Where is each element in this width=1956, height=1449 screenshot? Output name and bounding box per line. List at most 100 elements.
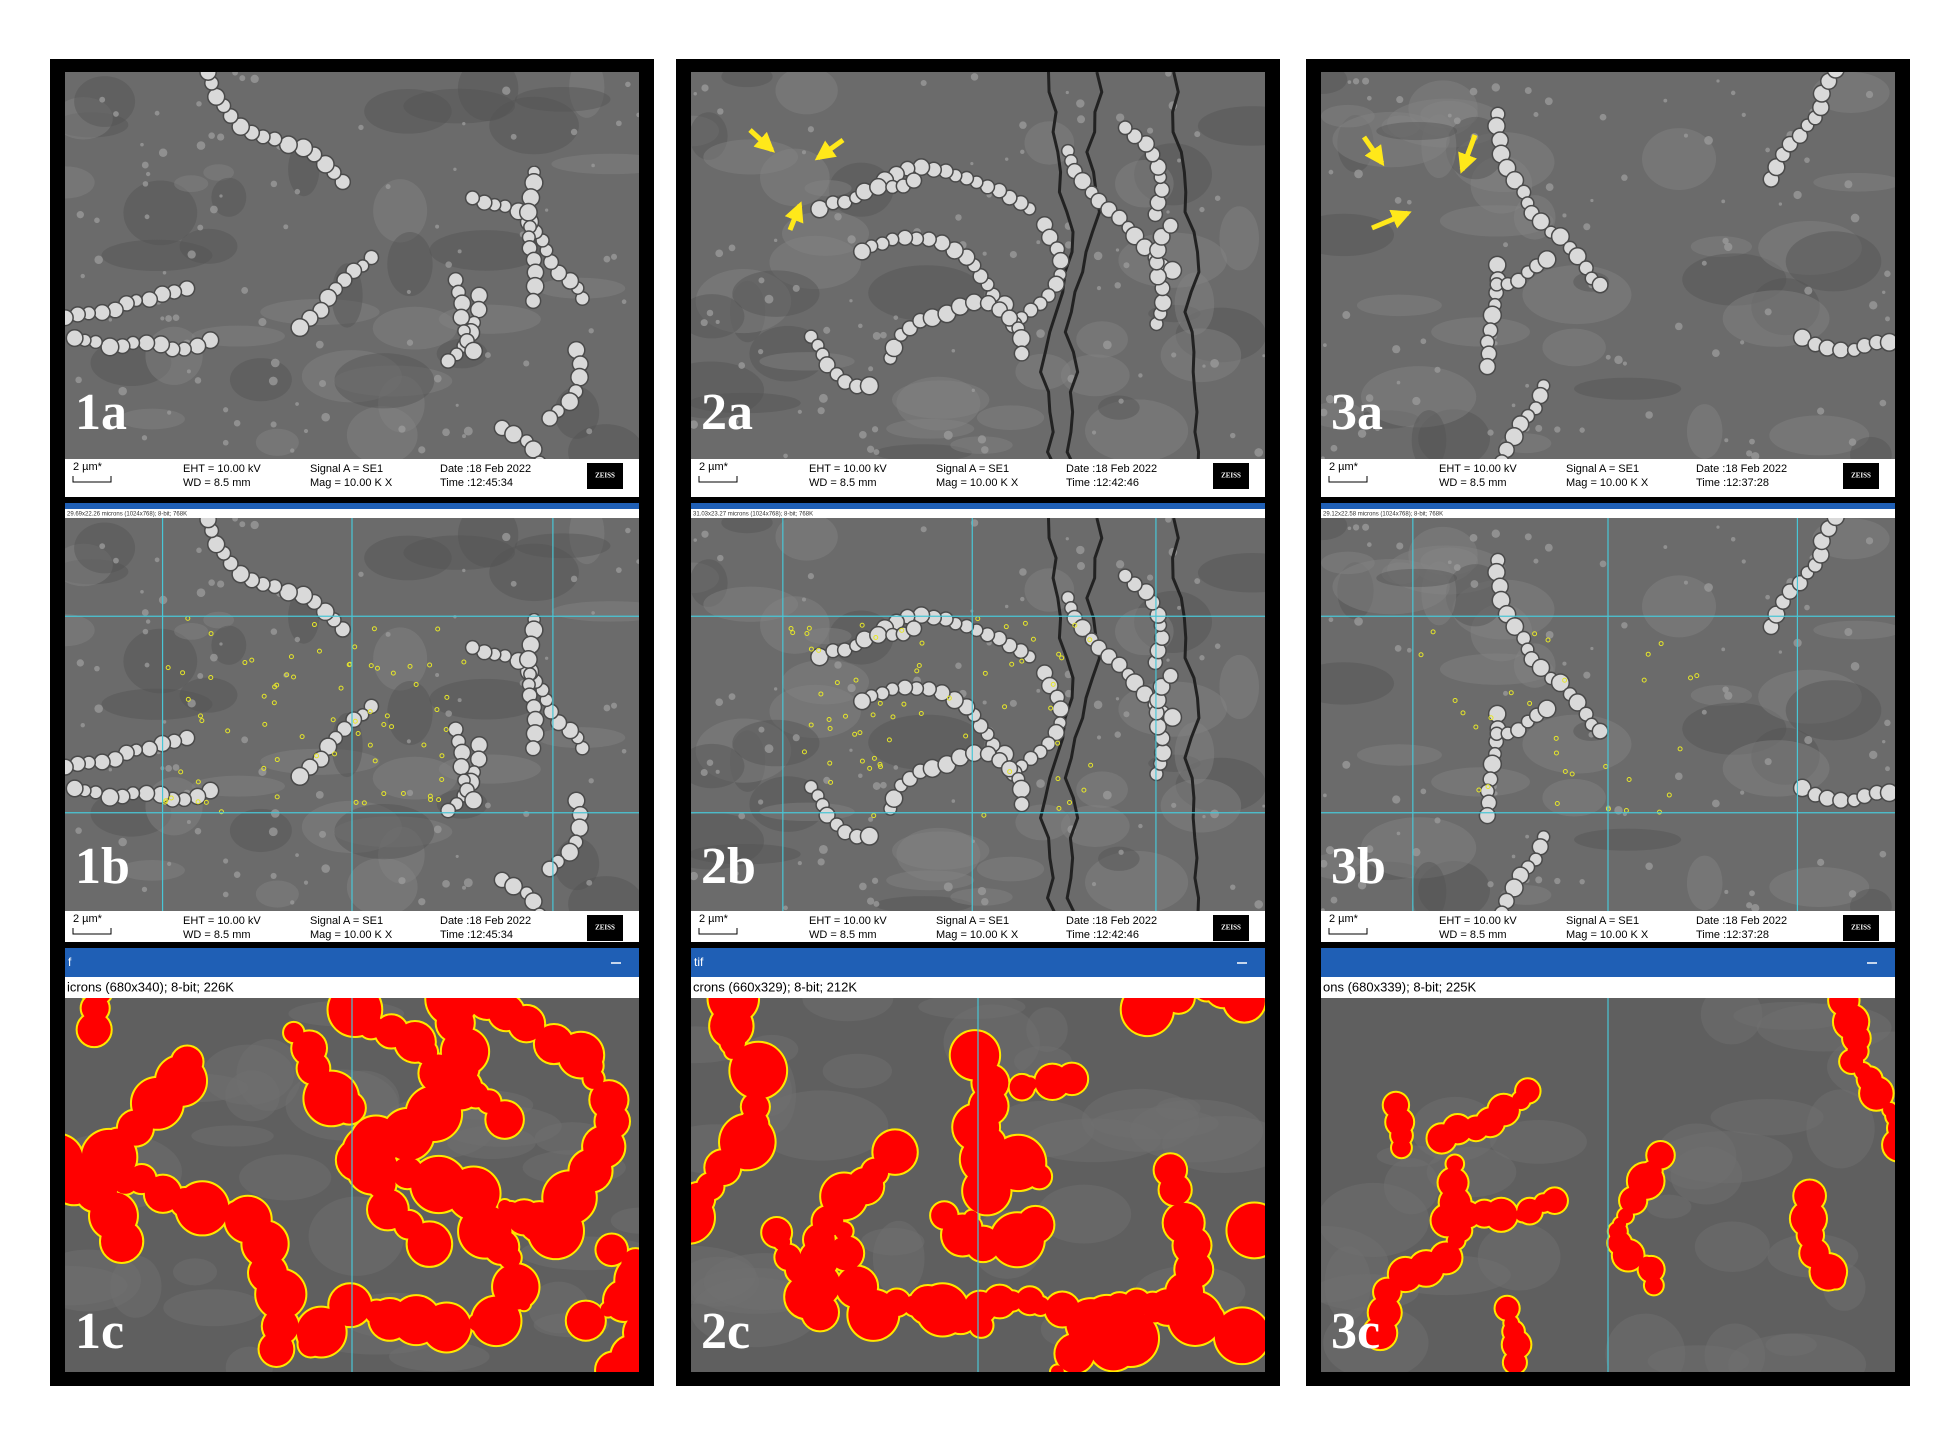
info-signal: Signal A = SE1 <box>936 463 1009 475</box>
count-marker <box>1055 740 1061 746</box>
bacterial-cell <box>1832 791 1850 809</box>
particle <box>693 92 697 96</box>
particle <box>1885 766 1890 772</box>
surface-lump <box>860 1227 925 1256</box>
count-marker <box>918 711 924 717</box>
particle <box>1118 398 1124 404</box>
particle <box>591 611 595 615</box>
panel-column: 1a 2 µm* EHT = 10.00 kV WD = 8.5 mm Signal A… <box>50 59 654 1386</box>
info-bar <box>65 459 639 497</box>
surface-lump <box>760 596 830 654</box>
particle <box>873 449 880 456</box>
bacterial-cell <box>1013 345 1030 362</box>
particle <box>1434 817 1441 824</box>
particle <box>1434 366 1441 373</box>
blue-line <box>65 503 639 509</box>
particle <box>462 568 466 573</box>
count-marker <box>1694 673 1700 679</box>
surface-lump <box>1337 115 1374 173</box>
surface-lump <box>1758 669 1862 724</box>
bacterial-cell <box>1013 796 1030 813</box>
count-marker <box>873 635 879 641</box>
count-marker <box>384 713 390 719</box>
surface-lump <box>372 756 457 800</box>
particle <box>734 871 739 876</box>
count-marker <box>963 733 969 739</box>
particle <box>715 698 724 706</box>
particle <box>502 532 511 542</box>
particle <box>1412 848 1421 857</box>
caption-bar <box>691 977 1265 998</box>
count-marker <box>1019 658 1025 664</box>
particle <box>510 133 517 140</box>
surface-lump <box>1361 366 1477 428</box>
count-marker <box>1562 677 1568 683</box>
particle <box>1347 526 1352 531</box>
panel-label: 3a <box>1331 384 1383 441</box>
particle <box>1740 790 1745 795</box>
bacterial-cell <box>525 276 545 296</box>
surface-lump <box>769 235 861 290</box>
particle <box>1262 804 1265 808</box>
panel-label: 2a <box>701 384 753 441</box>
particle <box>1533 111 1539 118</box>
bacterial-cell <box>1531 386 1550 405</box>
logo-box <box>587 463 623 489</box>
particle <box>80 273 85 279</box>
particle <box>295 853 299 858</box>
particle <box>1884 270 1891 277</box>
threshold-area <box>1794 1180 1825 1212</box>
surface-lump <box>691 812 765 870</box>
bacterial-cell <box>541 409 559 427</box>
count-marker <box>208 631 214 637</box>
particle <box>1342 311 1351 319</box>
surface-lump <box>1321 104 1375 128</box>
image-info: 29.69x22.26 microns (1024x768); 8-bit; 7… <box>67 512 187 518</box>
info-wd: WD = 8.5 mm <box>183 929 251 941</box>
particle <box>1525 383 1530 388</box>
surface-lump <box>1686 855 1723 911</box>
count-marker <box>367 742 373 748</box>
particle <box>715 769 720 774</box>
particle <box>1882 290 1886 294</box>
threshold-area <box>1035 1064 1070 1100</box>
particle <box>197 224 204 231</box>
particle <box>1194 131 1201 138</box>
surface-lump <box>123 628 198 694</box>
count-marker <box>1430 629 1436 635</box>
surface-lump <box>1418 409 1490 459</box>
particle <box>223 858 229 864</box>
particle <box>358 571 364 577</box>
count-marker <box>1569 771 1575 777</box>
particle <box>1020 596 1025 602</box>
particle <box>1036 779 1045 788</box>
surface-lump <box>65 614 95 647</box>
count-marker <box>203 799 209 805</box>
surface-lump <box>387 231 433 297</box>
surface-lump <box>334 803 435 860</box>
count-marker <box>877 761 883 767</box>
surface-lump <box>514 533 611 559</box>
surface-lump <box>732 719 820 767</box>
particle <box>1362 523 1370 531</box>
particle <box>1199 206 1205 213</box>
particle <box>706 759 714 766</box>
particle <box>1722 237 1729 245</box>
micrograph-b <box>65 518 639 911</box>
particle <box>715 249 724 258</box>
count-marker <box>1030 636 1036 642</box>
surface-lump <box>174 175 209 193</box>
surface-lump <box>1098 395 1140 420</box>
threshold-area <box>1430 1242 1462 1274</box>
particle <box>1374 425 1381 431</box>
particle <box>981 897 989 906</box>
bacterial-cell <box>1000 309 1019 327</box>
particle <box>270 809 280 818</box>
particle <box>141 886 148 893</box>
caption-bar <box>65 977 639 998</box>
surface-lump <box>203 164 235 181</box>
particle <box>1102 790 1112 800</box>
bacterial-cell <box>1117 120 1133 136</box>
surface-lump <box>1076 321 1128 358</box>
particle <box>951 799 956 803</box>
